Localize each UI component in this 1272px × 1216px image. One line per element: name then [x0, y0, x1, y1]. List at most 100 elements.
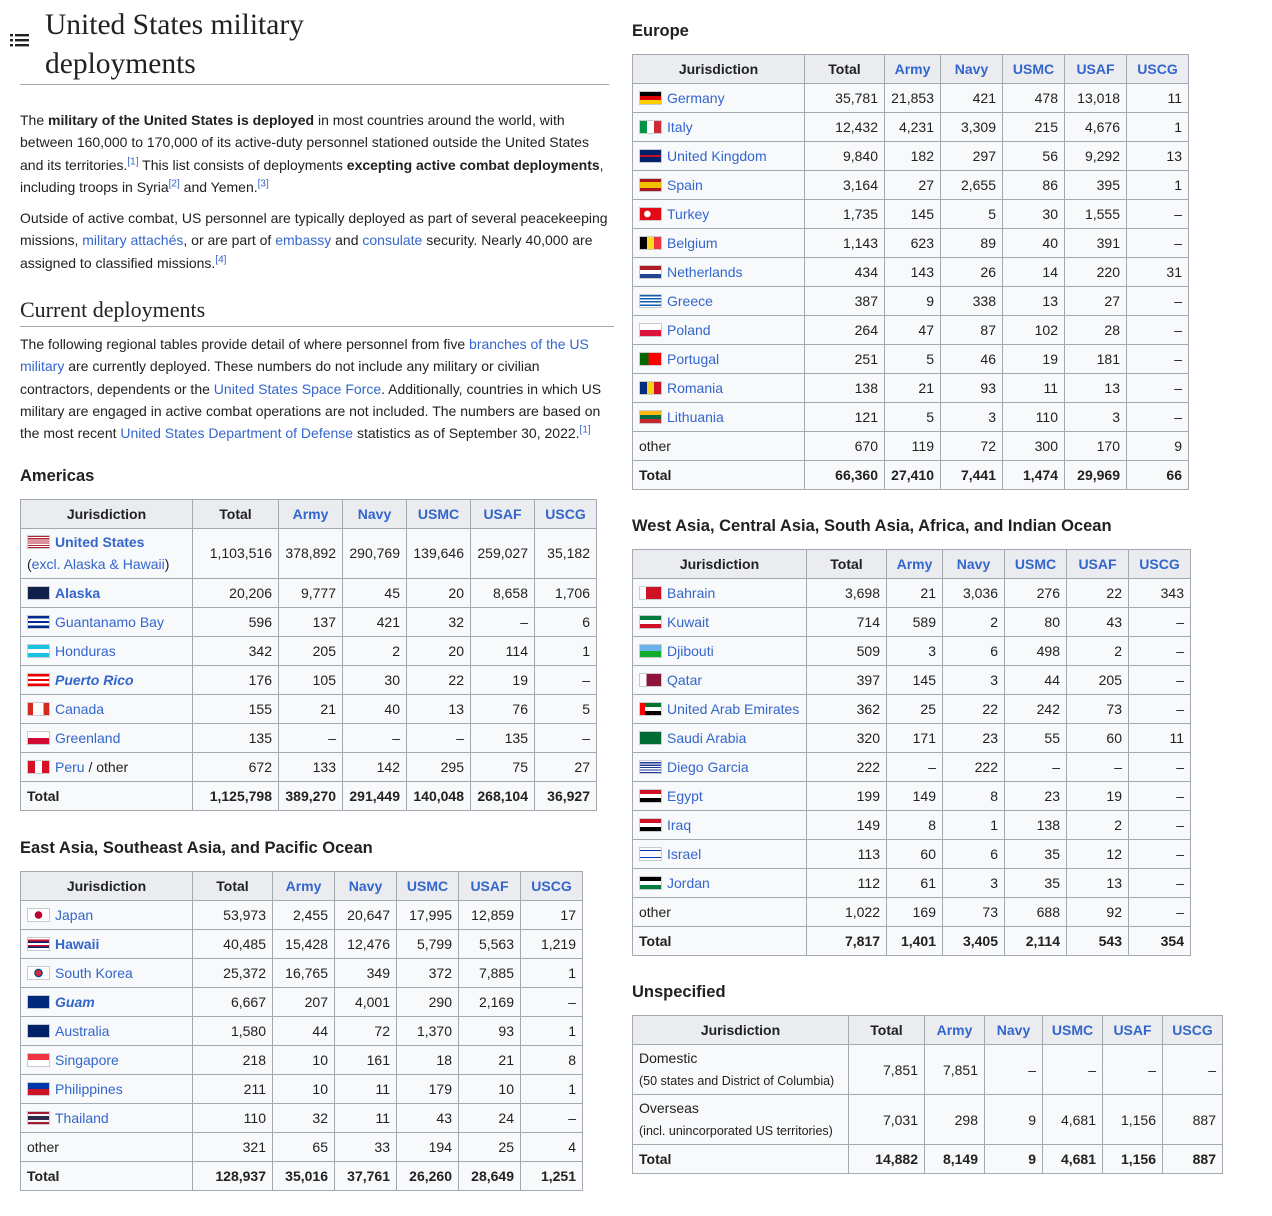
total-cell: 1,580 [192, 1015, 273, 1046]
jurisdiction-link[interactable]: Puerto Rico [55, 671, 134, 688]
usmc-cell: – [1042, 1044, 1103, 1095]
reference-link[interactable]: [2] [168, 178, 180, 190]
space-force-link[interactable]: United States Space Force [213, 380, 382, 397]
list-icon[interactable] [10, 32, 30, 48]
header-row: Jurisdiction Total Army Navy USMC USAF USCG [20, 870, 583, 901]
jurisdiction-link[interactable]: Greenland [55, 729, 121, 746]
jurisdiction-link[interactable]: Turkey [667, 206, 710, 222]
usmc-column-header[interactable]: USMC [396, 870, 459, 901]
jurisdiction-link[interactable]: Egypt [667, 788, 703, 804]
consulate-link[interactable]: consulate [362, 232, 423, 249]
jurisdiction-link[interactable]: United States [55, 534, 145, 551]
embassy-link[interactable]: embassy [275, 232, 332, 249]
jurisdiction-link[interactable]: Greece [667, 293, 713, 309]
usmc-column-header[interactable]: USMC [1002, 54, 1065, 84]
jurisdiction-link[interactable]: Canada [55, 700, 105, 717]
navy-cell: 3,309 [940, 112, 1003, 142]
jurisdiction-link[interactable]: Alaska [55, 584, 101, 601]
reference-link[interactable]: [4] [215, 254, 227, 266]
navy-column-header[interactable]: Navy [942, 549, 1005, 579]
jurisdiction-link[interactable]: United Arab Emirates [667, 701, 800, 717]
jurisdiction-link[interactable]: Netherlands [667, 264, 743, 280]
usaf-cell: 93 [458, 1015, 521, 1046]
jurisdiction-link[interactable]: Saudi Arabia [667, 730, 747, 746]
jurisdiction-link[interactable]: Philippines [55, 1080, 123, 1097]
jurisdiction-link[interactable]: United Kingdom [667, 148, 767, 164]
table-row: Thailand 110 32 11 43 24– [20, 1102, 583, 1133]
jurisdiction-link[interactable]: Honduras [55, 642, 116, 659]
navy-column-header[interactable]: Navy [342, 498, 407, 529]
usaf-column-header[interactable]: USAF [458, 870, 521, 901]
jurisdiction-link[interactable]: Portugal [667, 351, 720, 367]
jurisdiction-link[interactable]: Djibouti [667, 643, 714, 659]
army-column-header[interactable]: Army [278, 498, 343, 529]
jurisdiction-link[interactable]: Romania [667, 380, 724, 396]
jurisdiction-link[interactable]: Germany [667, 90, 725, 106]
reference-link[interactable]: [1] [127, 155, 139, 167]
jurisdiction-link[interactable]: Peru [55, 758, 85, 775]
uscg-column-header[interactable]: USCG [1128, 549, 1191, 579]
jurisdiction-link[interactable]: Singapore [55, 1051, 119, 1068]
army-column-header[interactable]: Army [886, 549, 943, 579]
jurisdiction-link[interactable]: Jordan [667, 875, 710, 891]
jurisdiction-link[interactable]: Guantanamo Bay [55, 613, 164, 630]
usaf-cell: – [470, 606, 535, 637]
usaf-column-header[interactable]: USAF [1066, 549, 1129, 579]
army-column-header[interactable]: Army [884, 54, 941, 84]
usmc-column-header[interactable]: USMC [1004, 549, 1067, 579]
usaf-column-header[interactable]: USAF [1064, 54, 1127, 84]
jurisdiction-link[interactable]: Australia [55, 1022, 110, 1039]
navy-cell: 23 [942, 723, 1005, 753]
jurisdiction-cell: Iraq [632, 810, 807, 840]
navy-cell: 297 [940, 141, 1003, 171]
usmc-column-header[interactable]: USMC [406, 498, 471, 529]
jurisdiction-link[interactable]: Lithuania [667, 409, 724, 425]
uscg-column-header[interactable]: USCG [1162, 1015, 1223, 1045]
jurisdiction-link[interactable]: South Korea [55, 964, 133, 981]
navy-column-header[interactable]: Navy [334, 870, 397, 901]
usmc-cell: 40 [1002, 228, 1065, 258]
jurisdiction-link[interactable]: Thailand [55, 1109, 109, 1126]
uscg-cell: – [1126, 228, 1189, 258]
jurisdiction-link[interactable]: Hawaii [55, 935, 100, 952]
jurisdiction-link[interactable]: Bahrain [667, 585, 716, 601]
uscg-cell: – [534, 722, 597, 753]
navy-column-header[interactable]: Navy [984, 1015, 1043, 1045]
military-attaches-link[interactable]: military attachés [82, 232, 184, 249]
jurisdiction-link[interactable]: Israel [667, 846, 702, 862]
jurisdiction-link[interactable]: Guam [55, 993, 95, 1010]
jurisdiction-link[interactable]: Kuwait [667, 614, 710, 630]
army-cell: 7,851 [924, 1044, 985, 1095]
uscg-column-header[interactable]: USCG [534, 498, 597, 529]
uscg-column-header[interactable]: USCG [520, 870, 583, 901]
usaf-column-header[interactable]: USAF [1102, 1015, 1163, 1045]
jurisdiction-link[interactable]: Spain [667, 177, 703, 193]
army-cell: 207 [272, 986, 335, 1017]
usmc-cell: 478 [1002, 83, 1065, 113]
army-column-header[interactable]: Army [924, 1015, 985, 1045]
table-row: Guantanamo Bay 596 137 421 32–6 [20, 606, 597, 637]
total-cell: 670 [804, 431, 885, 461]
jurisdiction-cell: Japan [20, 899, 193, 930]
branches-link[interactable]: branches of the US military [20, 336, 589, 375]
jurisdiction-link[interactable]: Qatar [667, 672, 703, 688]
reference-link[interactable]: [1] [579, 424, 591, 436]
jurisdiction-link[interactable]: Japan [55, 906, 94, 923]
navy-column-header[interactable]: Navy [940, 54, 1003, 84]
usaf-column-header[interactable]: USAF [470, 498, 535, 529]
jurisdiction-link[interactable]: Italy [667, 119, 693, 135]
jurisdiction-cell: Guam [20, 986, 193, 1017]
total-cell: 40,485 [192, 928, 273, 959]
reference-link[interactable]: [3] [257, 178, 269, 190]
army-column-header[interactable]: Army [272, 870, 335, 901]
jurisdiction-cell: Israel [632, 839, 807, 869]
dod-link[interactable]: United States Department of Defense [120, 425, 354, 442]
jurisdiction-link[interactable]: Diego Garcia [667, 759, 749, 775]
uscg-column-header[interactable]: USCG [1126, 54, 1189, 84]
usmc-column-header[interactable]: USMC [1042, 1015, 1103, 1045]
jurisdiction-link[interactable]: Belgium [667, 235, 718, 251]
jurisdiction-link[interactable]: Poland [667, 322, 711, 338]
jurisdiction-link[interactable]: Iraq [667, 817, 692, 833]
usaf-cell: 1,156 [1102, 1094, 1163, 1145]
subtitle-link[interactable]: excl. Alaska & Hawaii [31, 556, 165, 573]
